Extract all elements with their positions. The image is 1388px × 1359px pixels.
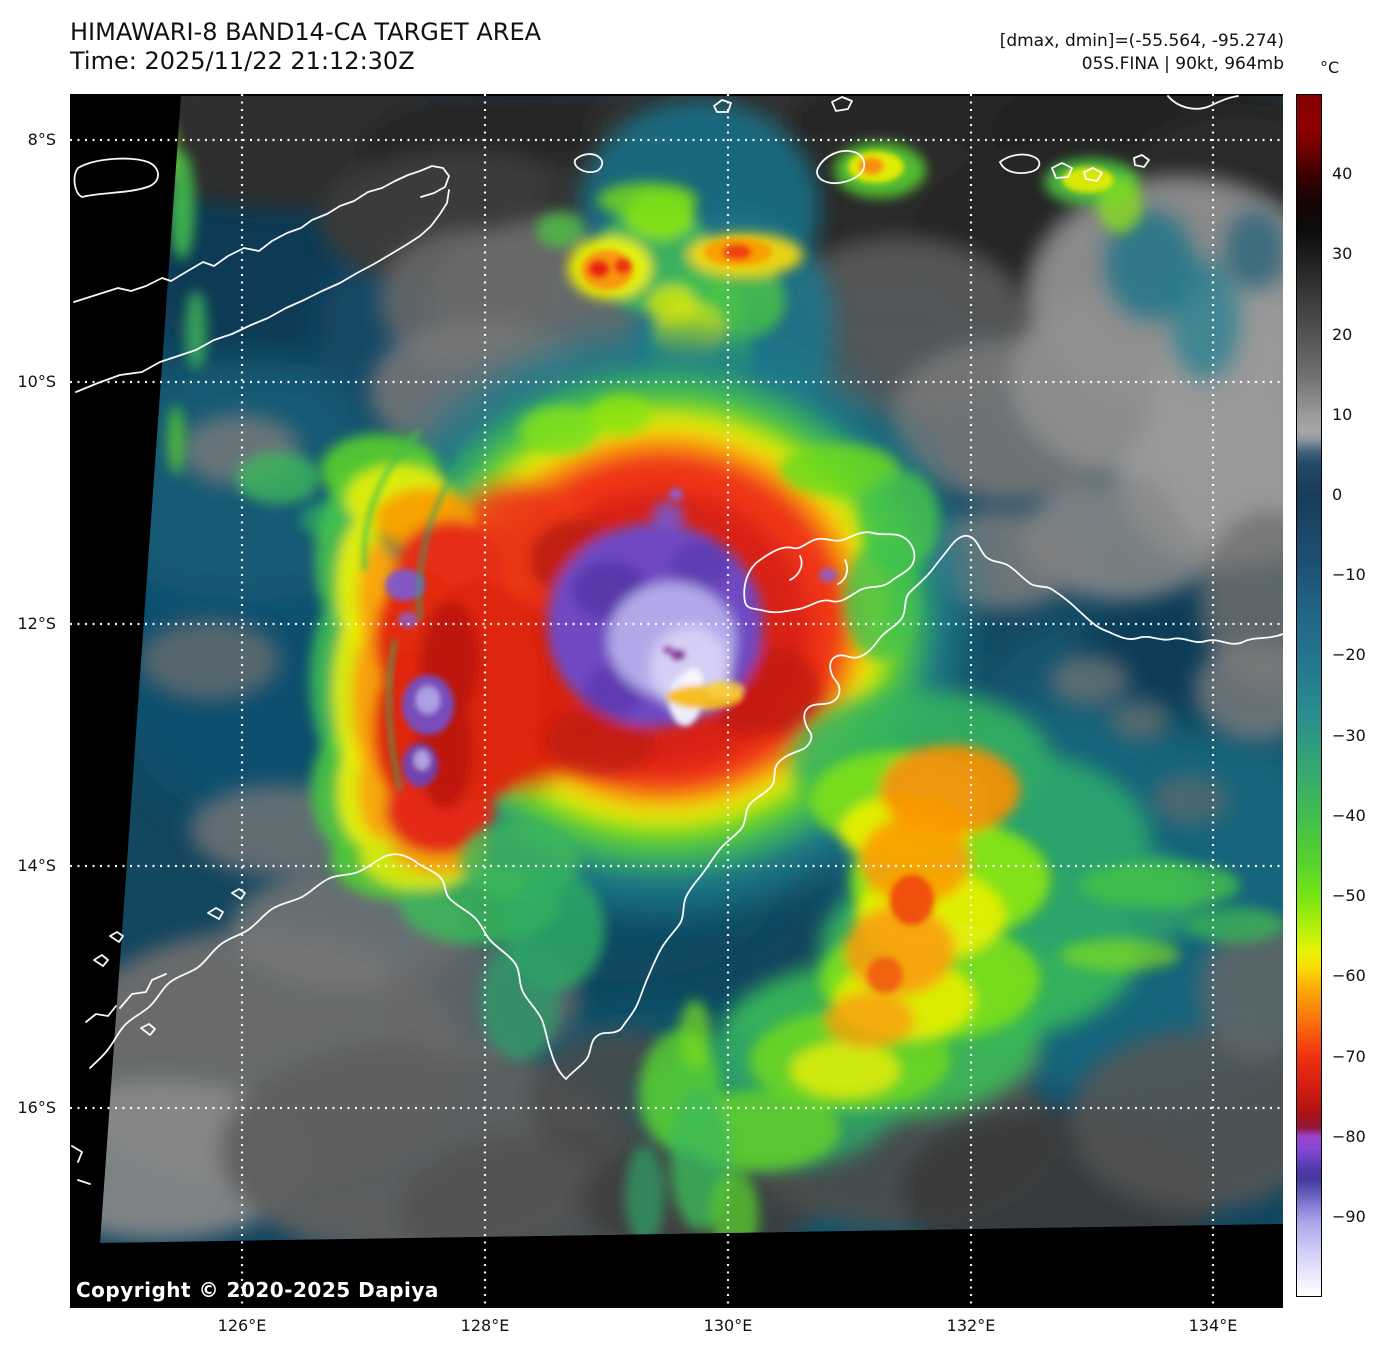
lat-tick-16S: 16°S — [17, 1098, 56, 1117]
storm-info-annotation: 05S.FINA | 90kt, 964mb — [1081, 53, 1284, 74]
southeast-band — [460, 690, 1283, 1243]
dmax-dmin-annotation: [dmax, dmin]=(-55.564, -95.274) — [999, 31, 1284, 51]
kimberley-islet-3 — [140, 1023, 156, 1036]
tiwi-inlet-1 — [789, 555, 803, 581]
island-small-2 — [713, 99, 732, 113]
colorbar-tick-40: 40 — [1332, 164, 1353, 183]
tiwi-inlet-2 — [837, 559, 849, 585]
island-cluster-1 — [999, 153, 1041, 175]
kimberley-inlet-2 — [85, 1005, 117, 1023]
annotation-block: [dmax, dmin]=(-55.564, -95.274) 05S.FINA… — [1000, 30, 1284, 76]
kimberley-islet-1 — [93, 954, 109, 967]
lat-tick-8S: 8°S — [27, 130, 56, 149]
kimberley-inlet-1 — [119, 973, 167, 1009]
kimberley-islet-4 — [71, 1145, 83, 1163]
colorbar-tick-30: 30 — [1332, 244, 1353, 263]
colorbar-tick-0: 0 — [1332, 485, 1343, 504]
offshore-islet-1 — [207, 907, 224, 920]
colorbar-tick-m60: −60 — [1332, 966, 1366, 985]
lon-tick-130E: 130°E — [703, 1316, 753, 1335]
lon-tick-128E: 128°E — [460, 1316, 510, 1335]
page-title: HIMAWARI-8 BAND14-CA TARGET AREA — [70, 18, 542, 46]
colorbar-tick-m70: −70 — [1332, 1047, 1366, 1066]
satellite-scene — [70, 94, 1283, 1308]
colorbar-tick-10: 10 — [1332, 405, 1353, 424]
coastline-timor-north — [73, 165, 450, 303]
colorbar-tick-m10: −10 — [1332, 565, 1366, 584]
coastline-top-left-island — [73, 157, 159, 198]
colorbar-unit-label: °C — [1320, 58, 1340, 77]
colorbar-tick-m30: −30 — [1332, 726, 1366, 745]
offshore-islet-2 — [231, 888, 246, 900]
colorbar-tick-m40: −40 — [1332, 806, 1366, 825]
island-small-1 — [573, 153, 604, 173]
lon-tick-126E: 126°E — [217, 1316, 267, 1335]
island-top-edge — [1167, 95, 1239, 110]
colorbar-tick-20: 20 — [1332, 325, 1353, 344]
colorbar-tick-m80: −80 — [1332, 1127, 1366, 1146]
satellite-map-panel: Copyright © 2020-2025 Dapiya — [70, 94, 1283, 1308]
coastline-timor-south — [75, 189, 450, 393]
island-cluster-4 — [1133, 154, 1150, 168]
title-block: HIMAWARI-8 BAND14-CA TARGET AREA Time: 2… — [70, 18, 541, 77]
coastline-australia — [89, 534, 1283, 1080]
data-swath — [100, 96, 1283, 1243]
colorbar-gradient — [1296, 94, 1322, 1297]
lon-tick-132E: 132°E — [946, 1316, 996, 1335]
island-wetar — [816, 150, 866, 185]
colorbar-tick-m90: −90 — [1332, 1207, 1366, 1226]
lat-tick-14S: 14°S — [17, 856, 56, 875]
island-cluster-2 — [1051, 162, 1073, 179]
timestamp: Time: 2025/11/22 21:12:30Z — [70, 47, 415, 76]
lat-tick-10S: 10°S — [17, 372, 56, 391]
lon-tick-134E: 134°E — [1188, 1316, 1238, 1335]
coastlines — [71, 95, 1283, 1185]
kimberley-islet-5 — [77, 1179, 91, 1185]
island-cluster-3 — [1083, 167, 1103, 182]
coastline-tiwi-islands — [743, 531, 916, 614]
lat-tick-12S: 12°S — [17, 614, 56, 633]
southwest-lobe — [310, 427, 560, 945]
copyright-watermark: Copyright © 2020-2025 Dapiya — [76, 1278, 439, 1302]
colorbar-tick-m20: −20 — [1332, 645, 1366, 664]
kimberley-islet-2 — [109, 931, 124, 943]
island-small-3 — [831, 96, 853, 112]
colorbar-tick-m50: −50 — [1332, 886, 1366, 905]
